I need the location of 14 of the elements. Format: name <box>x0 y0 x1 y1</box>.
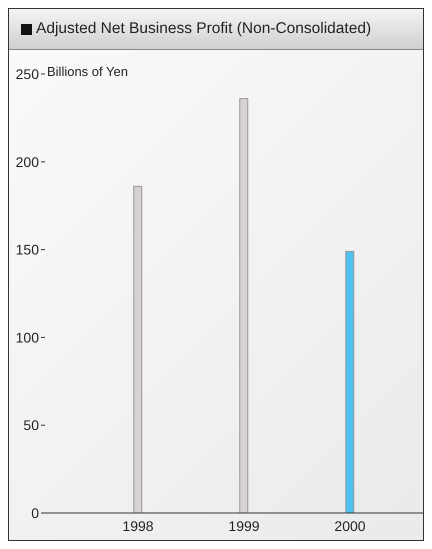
y-tick-label: 0 <box>31 504 40 521</box>
x-tick-label: 2000 <box>334 518 366 534</box>
x-tick-label: 1999 <box>228 518 260 534</box>
y-tick-label: 250 <box>16 66 40 82</box>
bar <box>345 250 354 513</box>
y-tick-label: 100 <box>16 329 40 346</box>
y-tick-label: 50 <box>23 417 40 434</box>
y-axis-title: Billions of Yen <box>47 64 128 79</box>
bar <box>239 98 248 513</box>
chart-title: Adjusted Net Business Profit (Non-Consolidated) <box>36 20 372 38</box>
y-tick-label: 150 <box>16 242 40 258</box>
y-tick-label: 200 <box>16 154 40 170</box>
bar <box>133 186 142 513</box>
x-tick-label: 1998 <box>122 518 154 534</box>
